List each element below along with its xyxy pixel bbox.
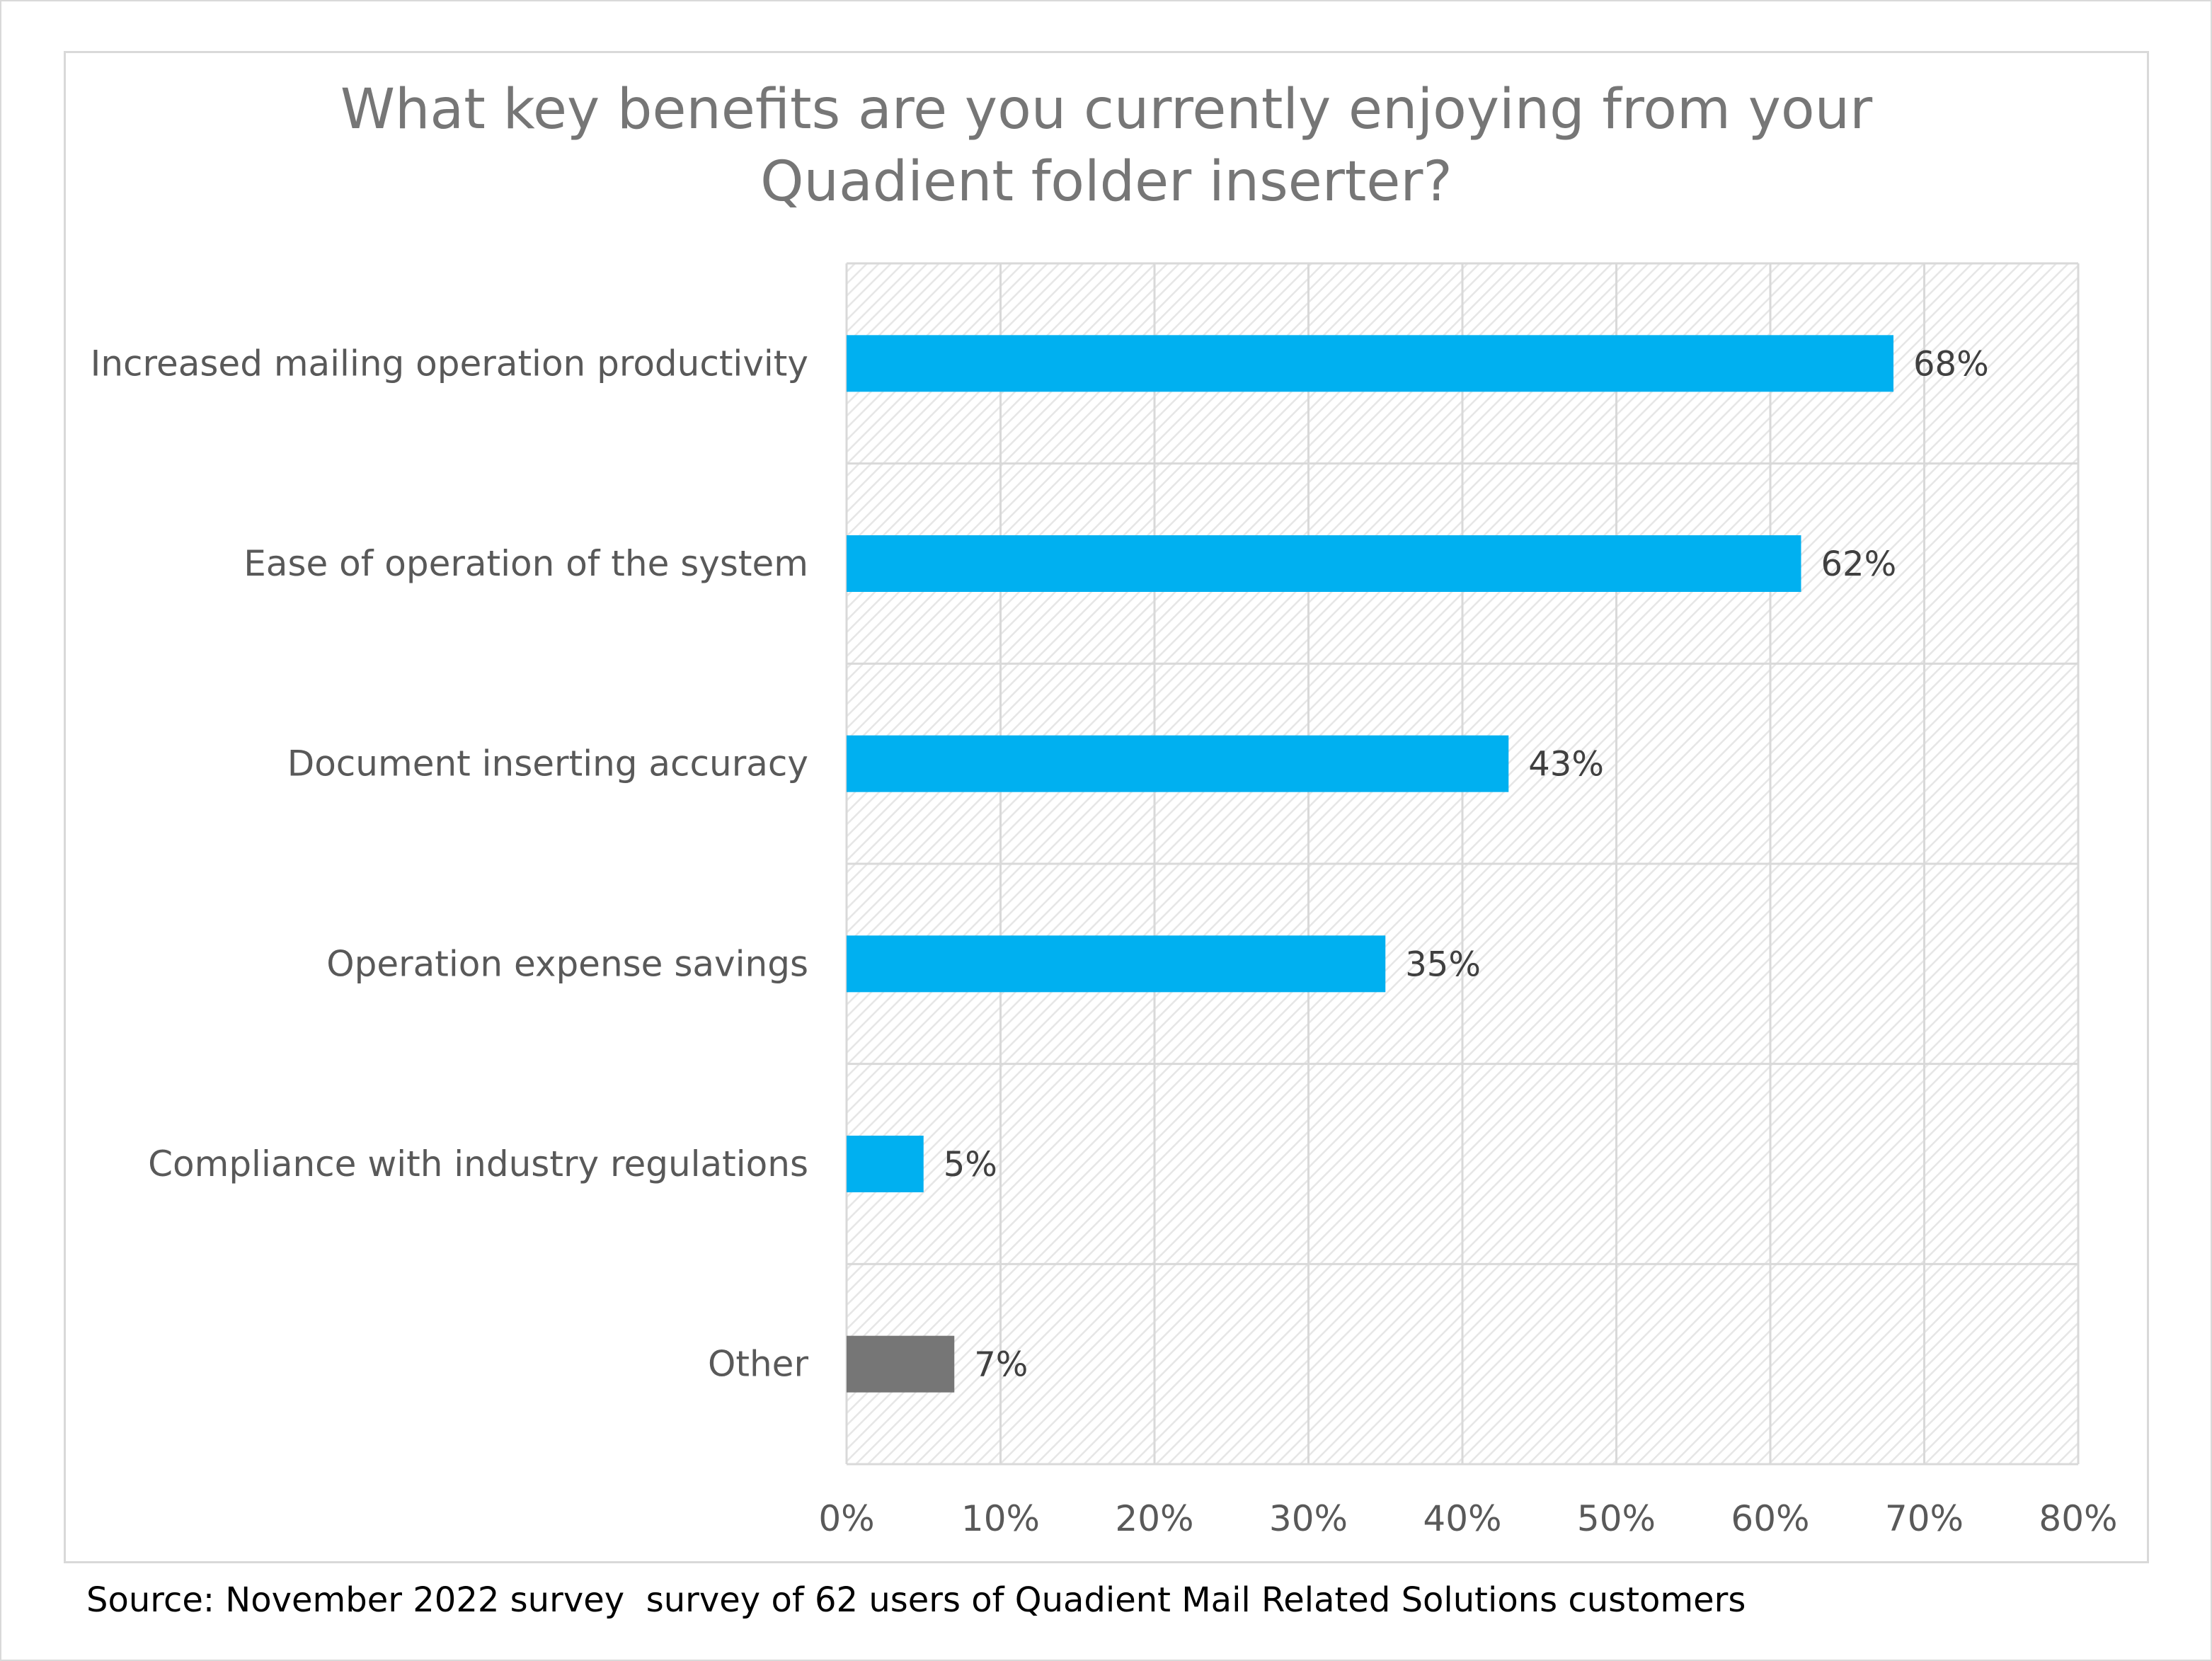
x-tick-label: 70% — [1885, 1498, 1964, 1539]
x-tick-label: 40% — [1423, 1498, 1501, 1539]
x-tick-label: 60% — [1731, 1498, 1809, 1539]
bar — [847, 1335, 955, 1393]
bar — [847, 535, 1801, 592]
category-label: Other — [708, 1344, 808, 1385]
data-label: 7% — [974, 1345, 1028, 1385]
x-tick-label: 30% — [1269, 1498, 1348, 1539]
x-tick-label: 10% — [961, 1498, 1040, 1539]
x-tick-label: 50% — [1577, 1498, 1656, 1539]
bar — [847, 1136, 924, 1192]
category-label: Increased mailing operation productivity — [91, 343, 808, 384]
data-label: 68% — [1913, 344, 1989, 384]
category-label: Compliance with industry regulations — [148, 1143, 808, 1185]
bar — [847, 335, 1893, 392]
bar — [847, 735, 1509, 792]
bar — [847, 935, 1386, 993]
category-label: Operation expense savings — [326, 943, 808, 984]
chart-title-line-1: What key benefits are you currently enjo… — [340, 78, 1873, 142]
x-tick-label: 0% — [818, 1498, 874, 1539]
category-label: Ease of operation of the system — [243, 543, 808, 584]
x-tick-label: 80% — [2039, 1498, 2117, 1539]
data-label: 43% — [1528, 745, 1604, 784]
chart-title: What key benefits are you currently enjo… — [64, 74, 2149, 218]
x-tick-label: 20% — [1115, 1498, 1193, 1539]
chart-title-line-2: Quadient folder inserter? — [760, 150, 1452, 214]
data-label: 35% — [1405, 944, 1481, 984]
category-label: Document inserting accuracy — [287, 743, 808, 784]
data-label: 62% — [1821, 544, 1897, 584]
data-label: 5% — [944, 1145, 997, 1185]
source-note: Source: November 2022 survey survey of 6… — [86, 1580, 1746, 1620]
